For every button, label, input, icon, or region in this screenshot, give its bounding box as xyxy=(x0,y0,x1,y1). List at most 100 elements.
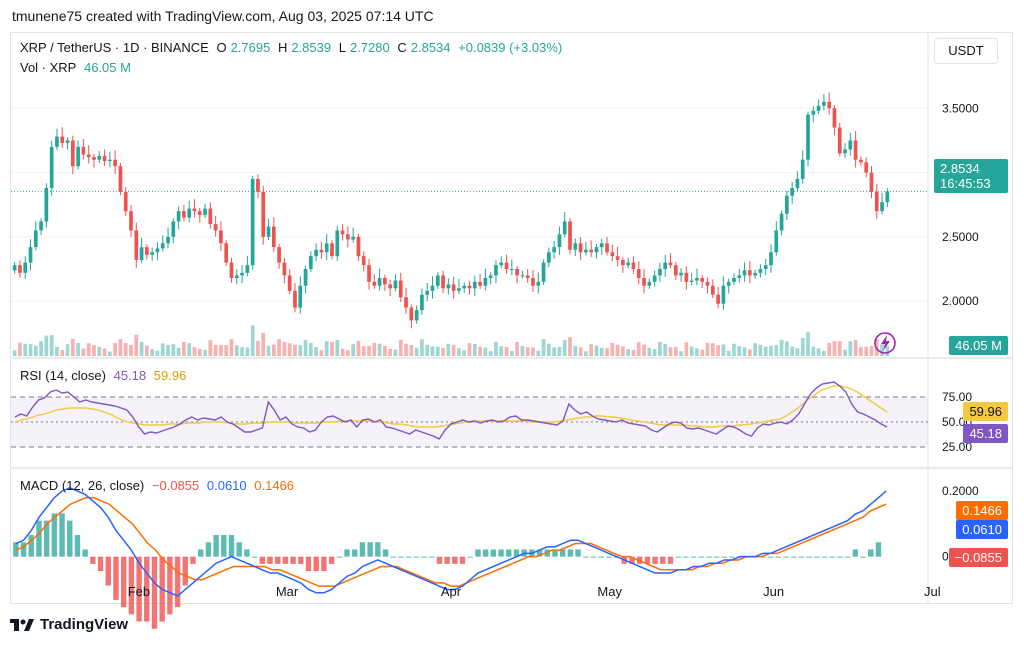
macd-label[interactable]: MACD (12, 26, close) xyxy=(20,478,145,493)
volume-bar xyxy=(44,335,49,356)
candle-body xyxy=(293,290,297,308)
volume-bar xyxy=(869,346,874,356)
volume-bar xyxy=(843,349,847,356)
volume-bar xyxy=(409,345,414,356)
rsi-label[interactable]: RSI (14, close) xyxy=(20,368,106,383)
volume-label[interactable]: Vol · XRP xyxy=(20,60,77,75)
macd-hist-bar xyxy=(251,556,258,558)
candle-body xyxy=(33,230,38,248)
candle-body xyxy=(18,265,22,273)
volume-bar xyxy=(859,347,863,356)
macd-hist-bar xyxy=(28,535,34,557)
volume-bar xyxy=(584,351,588,356)
candle-body xyxy=(636,269,641,278)
candle-body xyxy=(520,275,525,277)
candle-body xyxy=(689,280,694,282)
volume-bar xyxy=(541,339,546,356)
macd-hist-bar xyxy=(821,556,828,558)
macd-hist-bar xyxy=(860,556,866,558)
volume-bar xyxy=(219,345,223,356)
volume-bar xyxy=(245,347,250,356)
candle-body xyxy=(150,252,155,255)
candle-body xyxy=(885,191,890,203)
candle-body xyxy=(319,249,324,253)
brand-name[interactable]: TradingView xyxy=(40,616,129,633)
volume-bar xyxy=(118,339,123,356)
candles xyxy=(12,92,890,329)
volume-bar xyxy=(451,345,456,356)
macd-hist-bar xyxy=(113,556,119,600)
candle-body xyxy=(753,272,757,276)
volume-bar xyxy=(129,345,133,356)
candle-body xyxy=(594,247,599,253)
candle-body xyxy=(525,275,530,278)
macd-hist-bar xyxy=(575,549,581,557)
candle-body xyxy=(515,269,519,276)
volume-bar xyxy=(658,342,662,356)
volume-bar xyxy=(700,349,705,356)
candle-body xyxy=(361,256,366,266)
volume-bar xyxy=(404,343,408,356)
volume-bar xyxy=(589,344,594,356)
volume-bar xyxy=(76,343,80,356)
candle-body xyxy=(451,284,456,291)
macd-hist-bar xyxy=(814,556,820,558)
volume-bar xyxy=(55,346,59,356)
candle-body xyxy=(700,278,705,282)
volume-bar xyxy=(594,345,599,356)
high-label: H xyxy=(277,40,288,55)
lightning-icon[interactable] xyxy=(874,332,896,354)
candle-body xyxy=(282,262,287,276)
time-axis-label: Mar xyxy=(276,584,299,599)
volume-bar xyxy=(636,342,641,356)
volume-bar xyxy=(240,347,244,356)
volume-bar xyxy=(811,346,816,356)
candle-body xyxy=(430,285,435,291)
volume-bar xyxy=(86,343,91,356)
symbol-label[interactable]: XRP / TetherUS · 1D · BINANCE xyxy=(20,40,209,55)
candle-body xyxy=(404,297,408,308)
candle-body xyxy=(737,275,742,278)
macd-hist-bar xyxy=(151,556,158,629)
candle-body xyxy=(213,224,218,231)
macd-hist-bar xyxy=(606,556,612,558)
volume-bar xyxy=(335,340,340,356)
candle-body xyxy=(55,136,59,147)
macd-hist-bar xyxy=(305,556,312,572)
volume-bar xyxy=(155,350,160,356)
macd-hist-bar xyxy=(552,549,558,557)
volume-bar xyxy=(39,341,43,356)
volume-bar xyxy=(822,350,826,356)
macd-hist-bar xyxy=(844,556,851,558)
macd-hist-bar xyxy=(513,549,520,557)
candle-body xyxy=(747,270,752,276)
macd-hist-bar xyxy=(690,556,697,558)
rsi-axis-label: 25.00 xyxy=(942,440,972,454)
candle-body xyxy=(472,281,477,289)
macd-hist-bar xyxy=(267,556,273,564)
candle-body xyxy=(832,108,837,128)
candle-body xyxy=(298,285,303,308)
volume-bar xyxy=(224,345,229,356)
volume-bar xyxy=(430,346,435,356)
macd-hist-bar xyxy=(328,556,335,564)
volume-bar xyxy=(647,347,652,356)
candle-body xyxy=(774,230,779,253)
candle-body xyxy=(351,236,356,240)
volume-bar xyxy=(790,346,795,356)
volume-bar xyxy=(203,350,207,356)
volume-value: 46.05 M xyxy=(83,60,131,75)
candle-body xyxy=(219,230,223,244)
macd-hist-bar xyxy=(398,556,404,558)
candle-body xyxy=(287,275,292,291)
candle-body xyxy=(509,269,514,270)
volume-bar xyxy=(97,346,102,356)
candle-body xyxy=(65,140,70,143)
candle-body xyxy=(346,234,350,240)
candle-body xyxy=(49,146,54,188)
currency-button[interactable]: USDT xyxy=(934,38,998,64)
volume-bar xyxy=(557,347,562,356)
volume-bar xyxy=(383,346,387,356)
